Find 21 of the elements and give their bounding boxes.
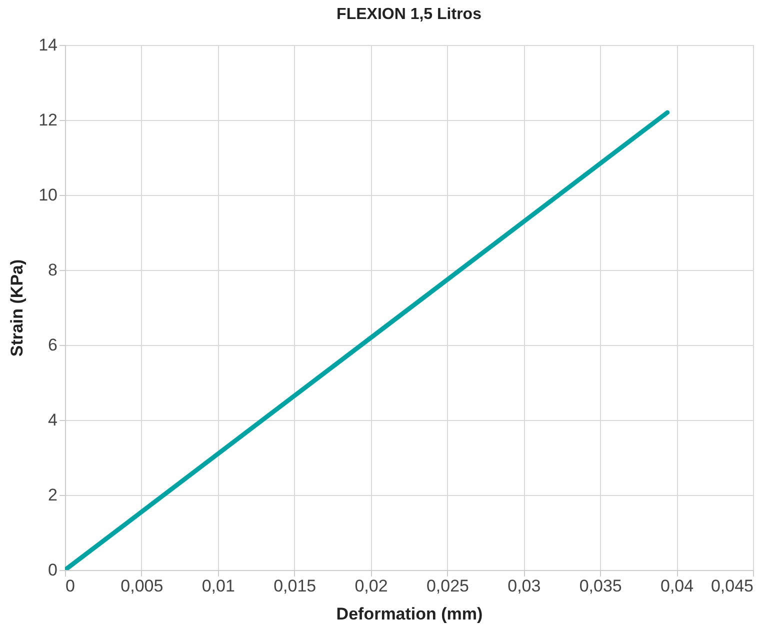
y-tick-label: 14 <box>38 36 58 54</box>
y-tick-label: 12 <box>38 110 58 130</box>
x-tick-label: 0,045 <box>710 576 754 596</box>
x-tick-label: 0,035 <box>579 576 622 596</box>
y-tick-label: 4 <box>48 410 58 430</box>
x-tick-label: 0,015 <box>274 576 316 596</box>
y-tick-label: 0 <box>48 560 58 580</box>
x-tick-label: 0,02 <box>354 576 388 596</box>
chart-title: FLEXION 1,5 Litros <box>336 6 482 23</box>
x-tick-label: 0 <box>66 576 75 596</box>
y-tick-label: 2 <box>48 486 58 504</box>
x-tick-label: 0,01 <box>202 576 235 596</box>
y-tick-label: 6 <box>48 336 58 354</box>
x-tick-label: 0,005 <box>120 576 164 596</box>
y-tick-label: 8 <box>48 260 58 280</box>
x-tick-label: 0,03 <box>508 576 541 596</box>
x-tick-label: 0,04 <box>660 576 694 596</box>
y-tick-label: 10 <box>38 186 58 204</box>
x-axis-title: Deformation (mm) <box>336 604 483 624</box>
x-tick-label: 0,025 <box>426 576 469 596</box>
y-axis-title: Strain (KPa) <box>8 259 27 357</box>
